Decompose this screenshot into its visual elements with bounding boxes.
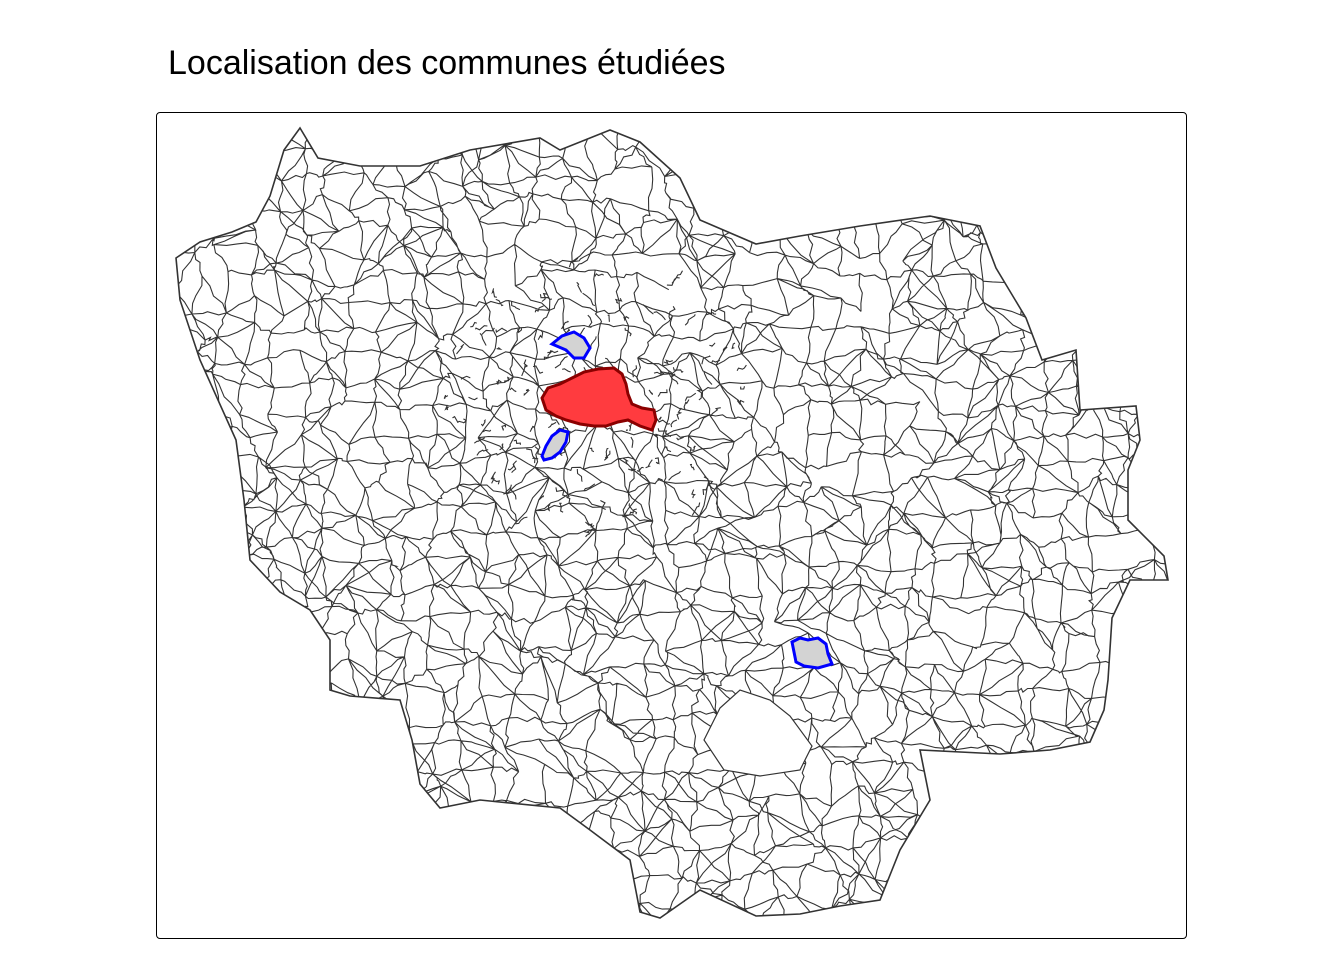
- studied-commune-north[interactable]: [549, 330, 592, 360]
- studied-commune-southeast[interactable]: [790, 636, 835, 670]
- paris-highlight[interactable]: [540, 366, 658, 432]
- forest-area: [703, 689, 813, 777]
- inner-suburbs-mesh: [443, 257, 747, 538]
- map-title: Localisation des communes étudiées: [168, 44, 726, 82]
- studied-commune-southwest[interactable]: [540, 428, 570, 462]
